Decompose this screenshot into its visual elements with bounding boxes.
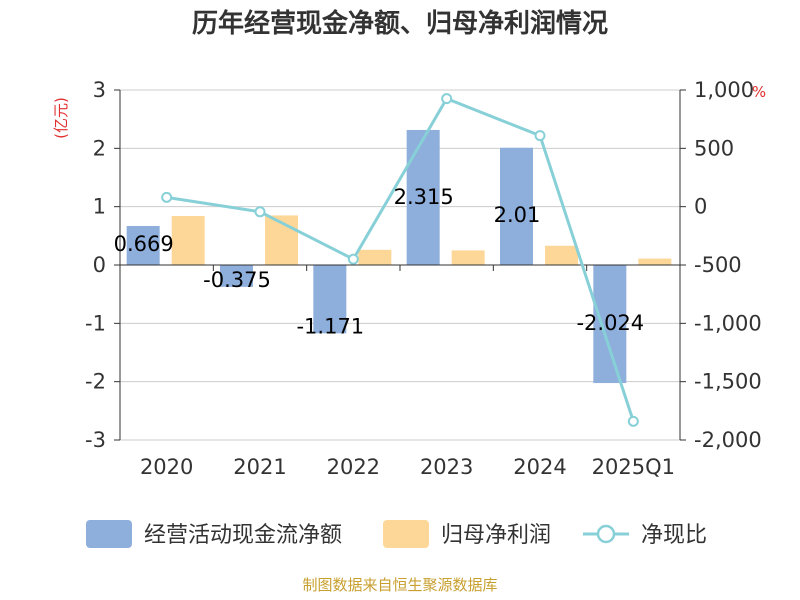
- bar-cash-flow-2024: [500, 147, 533, 265]
- ratio-point-2021: [254, 206, 266, 218]
- legend-marker-2: [596, 524, 616, 544]
- bar-cash-flow-2022: [313, 265, 347, 334]
- data-labels: 0.669 -0.375 -1.171 2.315 2.01 -2.024: [114, 185, 645, 338]
- x-tick-label: 2021: [233, 455, 286, 479]
- legend-label-1: 归母净利润: [441, 523, 551, 548]
- source-note: 制图数据来自恒生聚源数据库: [302, 576, 497, 594]
- ratio-point-2022: [347, 253, 359, 265]
- legend-swatch-0: [86, 520, 132, 548]
- legend-label-2: 净现比: [641, 523, 707, 548]
- left-axis-unit: (亿元): [52, 97, 70, 139]
- right-tick-label: -500: [694, 253, 742, 277]
- x-tick-label: 2022: [327, 455, 380, 479]
- legend-swatch-1: [383, 520, 429, 548]
- net-cash-ratio-line: [161, 93, 639, 427]
- legend: 经营活动现金流净额 归母净利润 净现比: [86, 520, 707, 548]
- right-axis-unit: %: [752, 83, 766, 101]
- ratio-point-2023: [441, 93, 453, 105]
- bar-cash-flow-2020: [126, 225, 160, 265]
- left-tick-label: -3: [85, 428, 106, 452]
- data-label-cash-2023: 2.315: [394, 185, 454, 209]
- bar-net-profit-2025Q1: [638, 258, 672, 265]
- bar-net-profit-2024: [545, 245, 578, 265]
- legend-label-0: 经营活动现金流净额: [144, 523, 342, 548]
- x-tick-label: 2025Q1: [592, 455, 675, 479]
- right-tick-label: 0: [694, 195, 707, 219]
- right-tick-label: -1,500: [694, 370, 762, 394]
- x-tick-label: 2020: [140, 455, 193, 479]
- data-label-cash-2022: -1.171: [296, 314, 364, 338]
- data-label-cash-2020: 0.669: [114, 232, 174, 256]
- bar-net-profit-2020: [171, 216, 205, 265]
- right-tick-label: -1,000: [694, 311, 762, 335]
- bar-net-profit-2022: [358, 249, 392, 265]
- ratio-point-2020: [161, 191, 173, 203]
- ratio-line-path: [166, 96, 635, 422]
- ratio-point-2025Q1: [627, 415, 639, 427]
- left-tick-label: 1: [93, 195, 106, 219]
- chart-title: 历年经营现金净额、归母净利润情况: [192, 8, 608, 39]
- right-tick-label: 500: [694, 136, 734, 160]
- left-tick-label: 3: [93, 78, 106, 102]
- left-tick-label: -2: [85, 370, 106, 394]
- x-tick-label: 2024: [513, 455, 566, 479]
- x-tick-label: 2023: [420, 455, 473, 479]
- data-label-cash-2021: -0.375: [203, 268, 271, 292]
- left-tick-label: 0: [93, 253, 106, 277]
- right-tick-label: 1,000: [694, 78, 754, 102]
- bar-cash-flow-2023: [406, 129, 440, 265]
- bars: [126, 129, 672, 384]
- right-tick-label: -2,000: [694, 428, 762, 452]
- bar-cash-flow-2021: [220, 265, 253, 287]
- bar-cash-flow-2025Q1: [593, 265, 627, 384]
- ratio-point-2024: [534, 130, 546, 142]
- data-label-cash-2025Q1: -2.024: [576, 311, 644, 335]
- data-label-cash-2024: 2.01: [494, 203, 541, 227]
- axes: 3 2 1 0 -1 -2 -3 1,000 500 0 -500 -1,000 -1,500 -2,00…: [85, 78, 762, 479]
- bar-net-profit-2023: [451, 250, 485, 265]
- left-tick-label: -1: [85, 311, 106, 335]
- left-tick-label: 2: [93, 136, 106, 160]
